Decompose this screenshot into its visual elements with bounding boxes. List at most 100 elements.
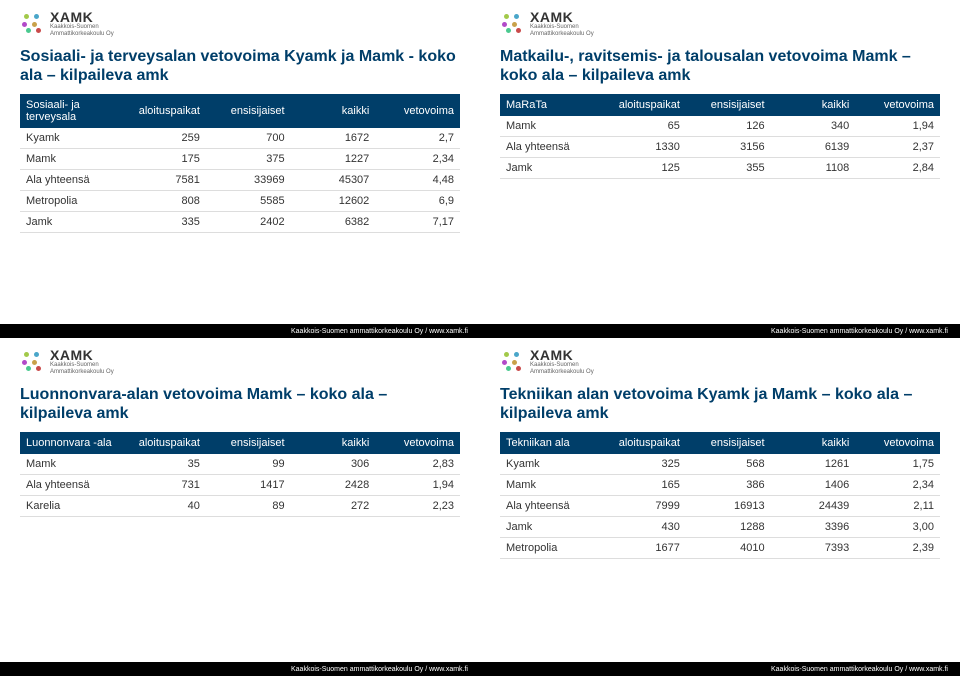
cell-vetovoima: 2,23	[375, 495, 460, 516]
slide-title: Matkailu-, ravitsemis- ja talousalan vet…	[500, 47, 940, 85]
row-label: Jamk	[500, 157, 601, 178]
logo-text: XAMK Kaakkois-Suomen Ammattikorkeakoulu …	[50, 348, 114, 375]
col-header: vetovoima	[375, 94, 460, 128]
table-row: Jamk 430 1288 3396 3,00	[500, 516, 940, 537]
col-header: kaikki	[291, 94, 376, 128]
cell-ensisijaiset: 99	[206, 454, 291, 475]
cell-aloituspaikat: 1677	[601, 537, 686, 558]
row-label: Kyamk	[20, 128, 121, 149]
cell-kaikki: 3396	[771, 516, 856, 537]
cell-ensisijaiset: 2402	[206, 211, 291, 232]
col-header: aloituspaikat	[601, 94, 686, 116]
cell-ensisijaiset: 89	[206, 495, 291, 516]
cell-ensisijaiset: 375	[206, 148, 291, 169]
cell-vetovoima: 2,84	[855, 157, 940, 178]
row-label: Ala yhteensä	[20, 169, 121, 190]
table-row: Jamk 335 2402 6382 7,17	[20, 211, 460, 232]
cell-kaikki: 6382	[291, 211, 376, 232]
table-row: Ala yhteensä 7581 33969 45307 4,48	[20, 169, 460, 190]
cell-kaikki: 6139	[771, 136, 856, 157]
col-header-first: Tekniikan ala	[500, 432, 601, 454]
table-row: Jamk 125 355 1108 2,84	[500, 157, 940, 178]
cell-ensisijaiset: 700	[206, 128, 291, 149]
cell-aloituspaikat: 65	[601, 116, 686, 137]
table-row: Metropolia 808 5585 12602 6,9	[20, 190, 460, 211]
cell-vetovoima: 4,48	[375, 169, 460, 190]
data-table: Luonnonvara -alaaloituspaikatensisijaise…	[20, 432, 460, 517]
cell-ensisijaiset: 3156	[686, 136, 771, 157]
row-label: Jamk	[500, 516, 601, 537]
cell-ensisijaiset: 355	[686, 157, 771, 178]
cell-kaikki: 1227	[291, 148, 376, 169]
cell-vetovoima: 2,34	[375, 148, 460, 169]
slide-footer: Kaakkois-Suomen ammattikorkeakoulu Oy / …	[480, 662, 960, 676]
logo-subline2: Ammattikorkeakoulu Oy	[530, 369, 594, 376]
cell-aloituspaikat: 1330	[601, 136, 686, 157]
cell-ensisijaiset: 386	[686, 474, 771, 495]
cell-kaikki: 24439	[771, 495, 856, 516]
table-row: Ala yhteensä 7999 16913 24439 2,11	[500, 495, 940, 516]
cell-ensisijaiset: 1288	[686, 516, 771, 537]
cell-vetovoima: 2,34	[855, 474, 940, 495]
table-row: Ala yhteensä 1330 3156 6139 2,37	[500, 136, 940, 157]
cell-kaikki: 340	[771, 116, 856, 137]
slide-3: XAMK Kaakkois-Suomen Ammattikorkeakoulu …	[480, 338, 960, 676]
logo-subline2: Ammattikorkeakoulu Oy	[530, 31, 594, 38]
col-header: aloituspaikat	[121, 94, 206, 128]
cell-kaikki: 306	[291, 454, 376, 475]
cell-aloituspaikat: 7999	[601, 495, 686, 516]
row-label: Metropolia	[500, 537, 601, 558]
cell-vetovoima: 7,17	[375, 211, 460, 232]
logo-subline1: Kaakkois-Suomen	[530, 362, 594, 369]
slide-footer: Kaakkois-Suomen ammattikorkeakoulu Oy / …	[0, 324, 480, 338]
row-label: Ala yhteensä	[500, 495, 601, 516]
row-label: Mamk	[500, 474, 601, 495]
cell-ensisijaiset: 33969	[206, 169, 291, 190]
slide-footer: Kaakkois-Suomen ammattikorkeakoulu Oy / …	[0, 662, 480, 676]
cell-aloituspaikat: 7581	[121, 169, 206, 190]
data-table: Tekniikan alaaloituspaikatensisijaisetka…	[500, 432, 940, 559]
row-label: Ala yhteensä	[20, 474, 121, 495]
cell-aloituspaikat: 325	[601, 454, 686, 475]
col-header: ensisijaiset	[686, 432, 771, 454]
row-label: Kyamk	[500, 454, 601, 475]
col-header-first: Sosiaali- ja terveysala	[20, 94, 121, 128]
cell-vetovoima: 1,75	[855, 454, 940, 475]
col-header: kaikki	[771, 432, 856, 454]
cell-kaikki: 1108	[771, 157, 856, 178]
row-label: Metropolia	[20, 190, 121, 211]
row-label: Mamk	[20, 454, 121, 475]
logo-subline1: Kaakkois-Suomen	[50, 362, 114, 369]
xamk-logo: XAMK Kaakkois-Suomen Ammattikorkeakoulu …	[500, 348, 940, 375]
cell-ensisijaiset: 16913	[686, 495, 771, 516]
logo-mark-icon	[500, 12, 524, 36]
logo-brand: XAMK	[50, 348, 114, 362]
cell-vetovoima: 2,7	[375, 128, 460, 149]
cell-aloituspaikat: 40	[121, 495, 206, 516]
col-header: aloituspaikat	[121, 432, 206, 454]
logo-subline2: Ammattikorkeakoulu Oy	[50, 369, 114, 376]
col-header: vetovoima	[375, 432, 460, 454]
cell-aloituspaikat: 430	[601, 516, 686, 537]
slide-footer: Kaakkois-Suomen ammattikorkeakoulu Oy / …	[480, 324, 960, 338]
cell-ensisijaiset: 568	[686, 454, 771, 475]
cell-kaikki: 2428	[291, 474, 376, 495]
cell-vetovoima: 2,11	[855, 495, 940, 516]
cell-vetovoima: 2,37	[855, 136, 940, 157]
cell-ensisijaiset: 5585	[206, 190, 291, 211]
row-label: Ala yhteensä	[500, 136, 601, 157]
cell-vetovoima: 1,94	[855, 116, 940, 137]
table-row: Mamk 35 99 306 2,83	[20, 454, 460, 475]
slide-title: Luonnonvara-alan vetovoima Mamk – koko a…	[20, 385, 460, 423]
logo-mark-icon	[20, 350, 44, 374]
data-table: Sosiaali- ja terveysalaaloituspaikatensi…	[20, 94, 460, 233]
table-row: Metropolia 1677 4010 7393 2,39	[500, 537, 940, 558]
col-header: ensisijaiset	[206, 94, 291, 128]
logo-text: XAMK Kaakkois-Suomen Ammattikorkeakoulu …	[530, 10, 594, 37]
col-header: ensisijaiset	[686, 94, 771, 116]
col-header-first: MaRaTa	[500, 94, 601, 116]
logo-subline1: Kaakkois-Suomen	[50, 24, 114, 31]
col-header: vetovoima	[855, 432, 940, 454]
logo-subline2: Ammattikorkeakoulu Oy	[50, 31, 114, 38]
col-header: aloituspaikat	[601, 432, 686, 454]
